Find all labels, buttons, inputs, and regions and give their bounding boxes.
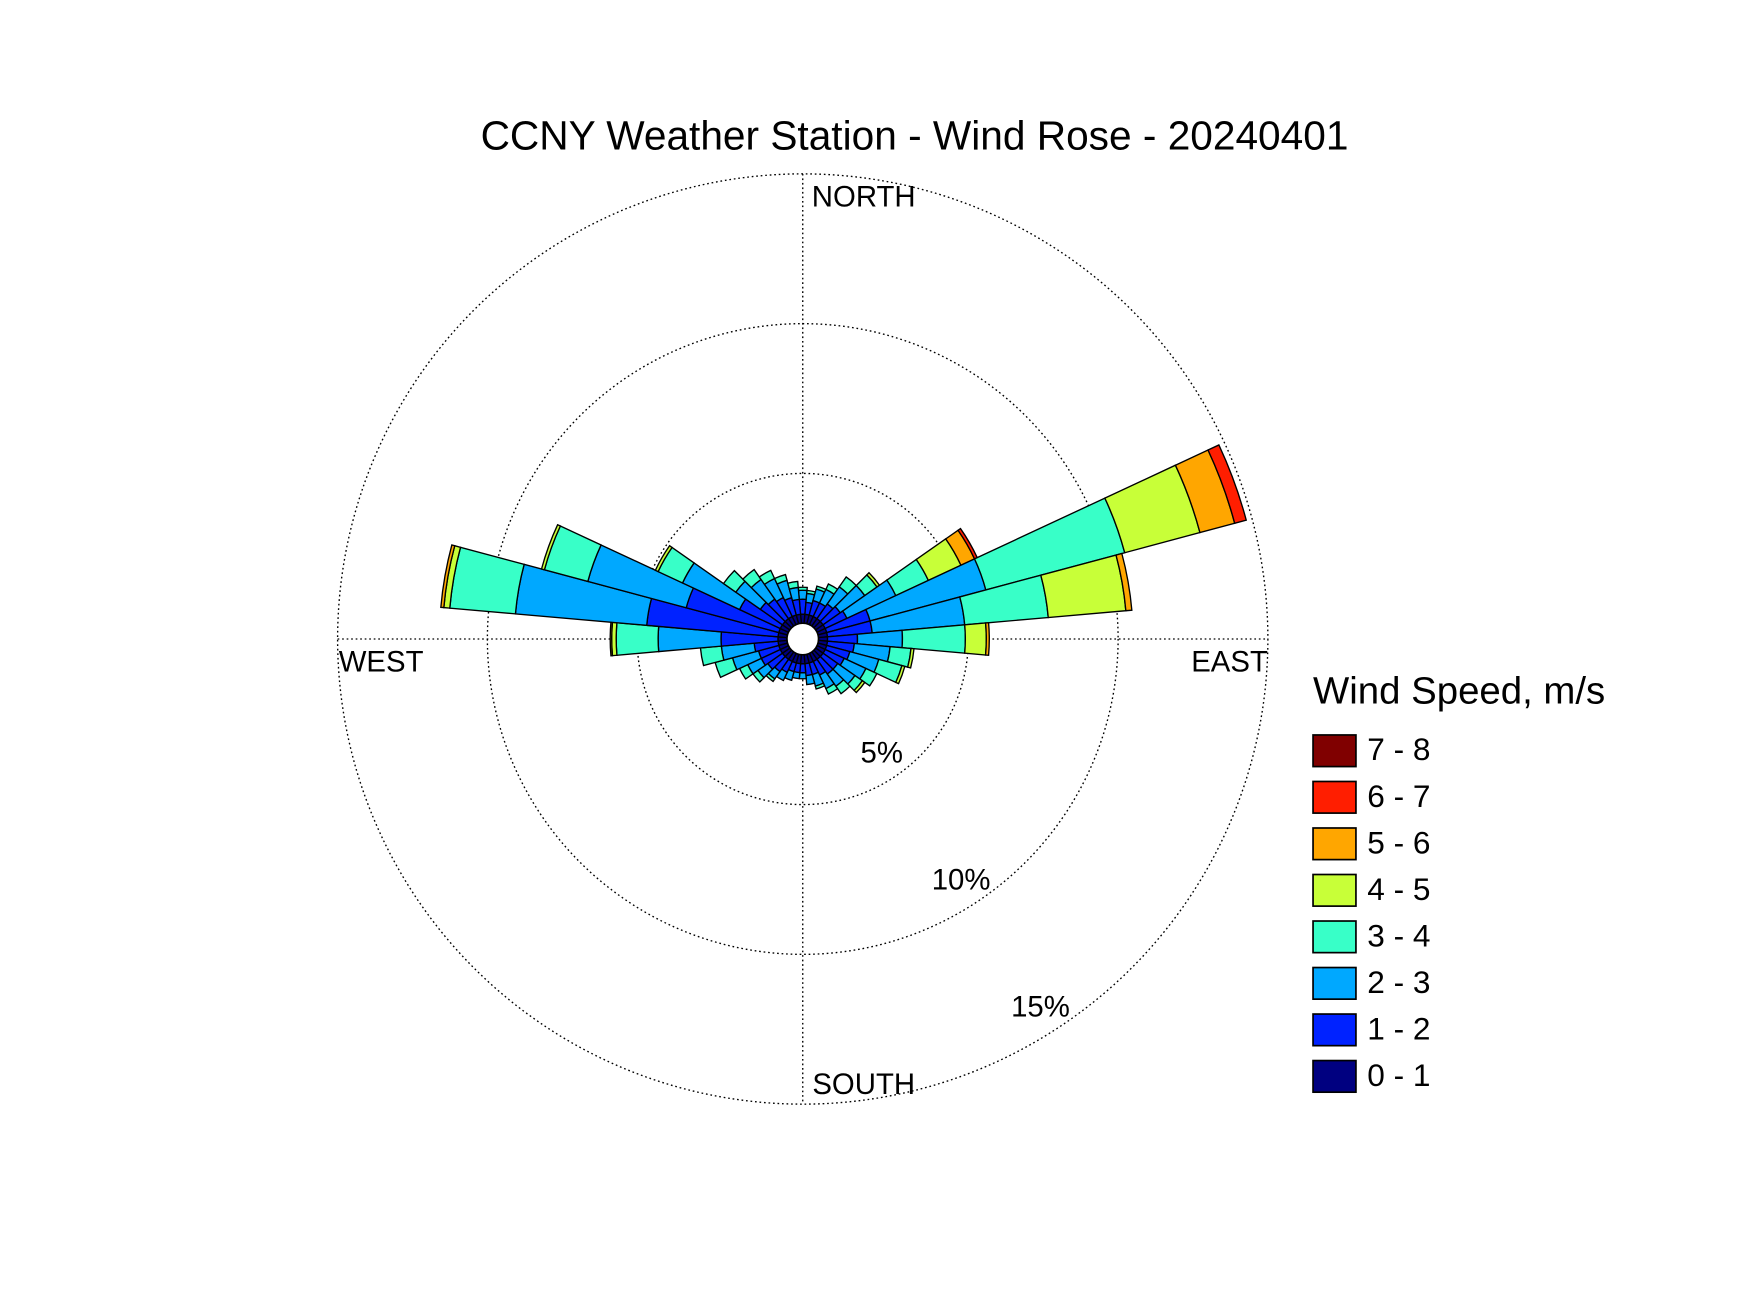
wedge-segment bbox=[963, 622, 987, 656]
wedge-segment bbox=[1115, 552, 1133, 612]
wedge-segment bbox=[609, 621, 614, 657]
wedge-segment bbox=[906, 647, 915, 669]
wedge-segment bbox=[615, 622, 660, 656]
legend-swatch bbox=[1312, 1013, 1357, 1047]
wedge-segment bbox=[834, 678, 851, 695]
legend-swatch bbox=[1312, 780, 1357, 814]
wedge-segment bbox=[741, 568, 762, 589]
wedge-segment bbox=[797, 586, 808, 592]
legend-label: 7 - 8 bbox=[1367, 731, 1430, 767]
wedge-segment bbox=[654, 544, 673, 573]
ring-label: 15% bbox=[1011, 990, 1070, 1023]
wedge-segment bbox=[773, 573, 788, 585]
wedge-segment bbox=[814, 682, 826, 690]
wedge-segment bbox=[758, 569, 776, 586]
legend-swatch bbox=[1312, 873, 1357, 907]
legend-label: 6 - 7 bbox=[1367, 778, 1430, 814]
compass-label: WEST bbox=[339, 646, 424, 679]
ring-label: 10% bbox=[932, 863, 991, 896]
compass-label: NORTH bbox=[812, 180, 916, 213]
legend-swatch bbox=[1312, 966, 1357, 1000]
wedge-segment bbox=[824, 682, 839, 695]
wedge-segment bbox=[894, 664, 906, 685]
wedge-segment bbox=[786, 580, 799, 590]
legend-swatch bbox=[1312, 1059, 1357, 1094]
ring-label: 5% bbox=[860, 736, 902, 769]
legend-label: 2 - 3 bbox=[1367, 964, 1430, 1000]
legend-label: 1 - 2 bbox=[1367, 1010, 1430, 1046]
wedge-segment bbox=[722, 569, 746, 594]
center-hole bbox=[786, 622, 820, 656]
wedge-segment bbox=[440, 544, 456, 609]
chart-title: CCNY Weather Station - Wind Rose - 20240… bbox=[481, 113, 1349, 159]
wedge-segment bbox=[984, 622, 990, 656]
legend-label: 3 - 4 bbox=[1367, 917, 1430, 953]
legend-swatch bbox=[1312, 920, 1357, 954]
legend-label: 0 - 1 bbox=[1367, 1057, 1430, 1093]
wedge-segment bbox=[1207, 444, 1248, 525]
legend-title: Wind Speed, m/s bbox=[1313, 669, 1605, 712]
wedge-segment bbox=[805, 673, 816, 686]
legend-label: 5 - 6 bbox=[1367, 824, 1430, 860]
wedge-segment bbox=[853, 679, 866, 694]
legend-swatch bbox=[1312, 827, 1357, 861]
legend-label: 4 - 5 bbox=[1367, 871, 1430, 907]
compass-label: EAST bbox=[1191, 646, 1268, 679]
legend-swatch bbox=[1312, 734, 1357, 768]
wedge-segment bbox=[449, 546, 526, 615]
compass-label: SOUTH bbox=[812, 1068, 915, 1101]
